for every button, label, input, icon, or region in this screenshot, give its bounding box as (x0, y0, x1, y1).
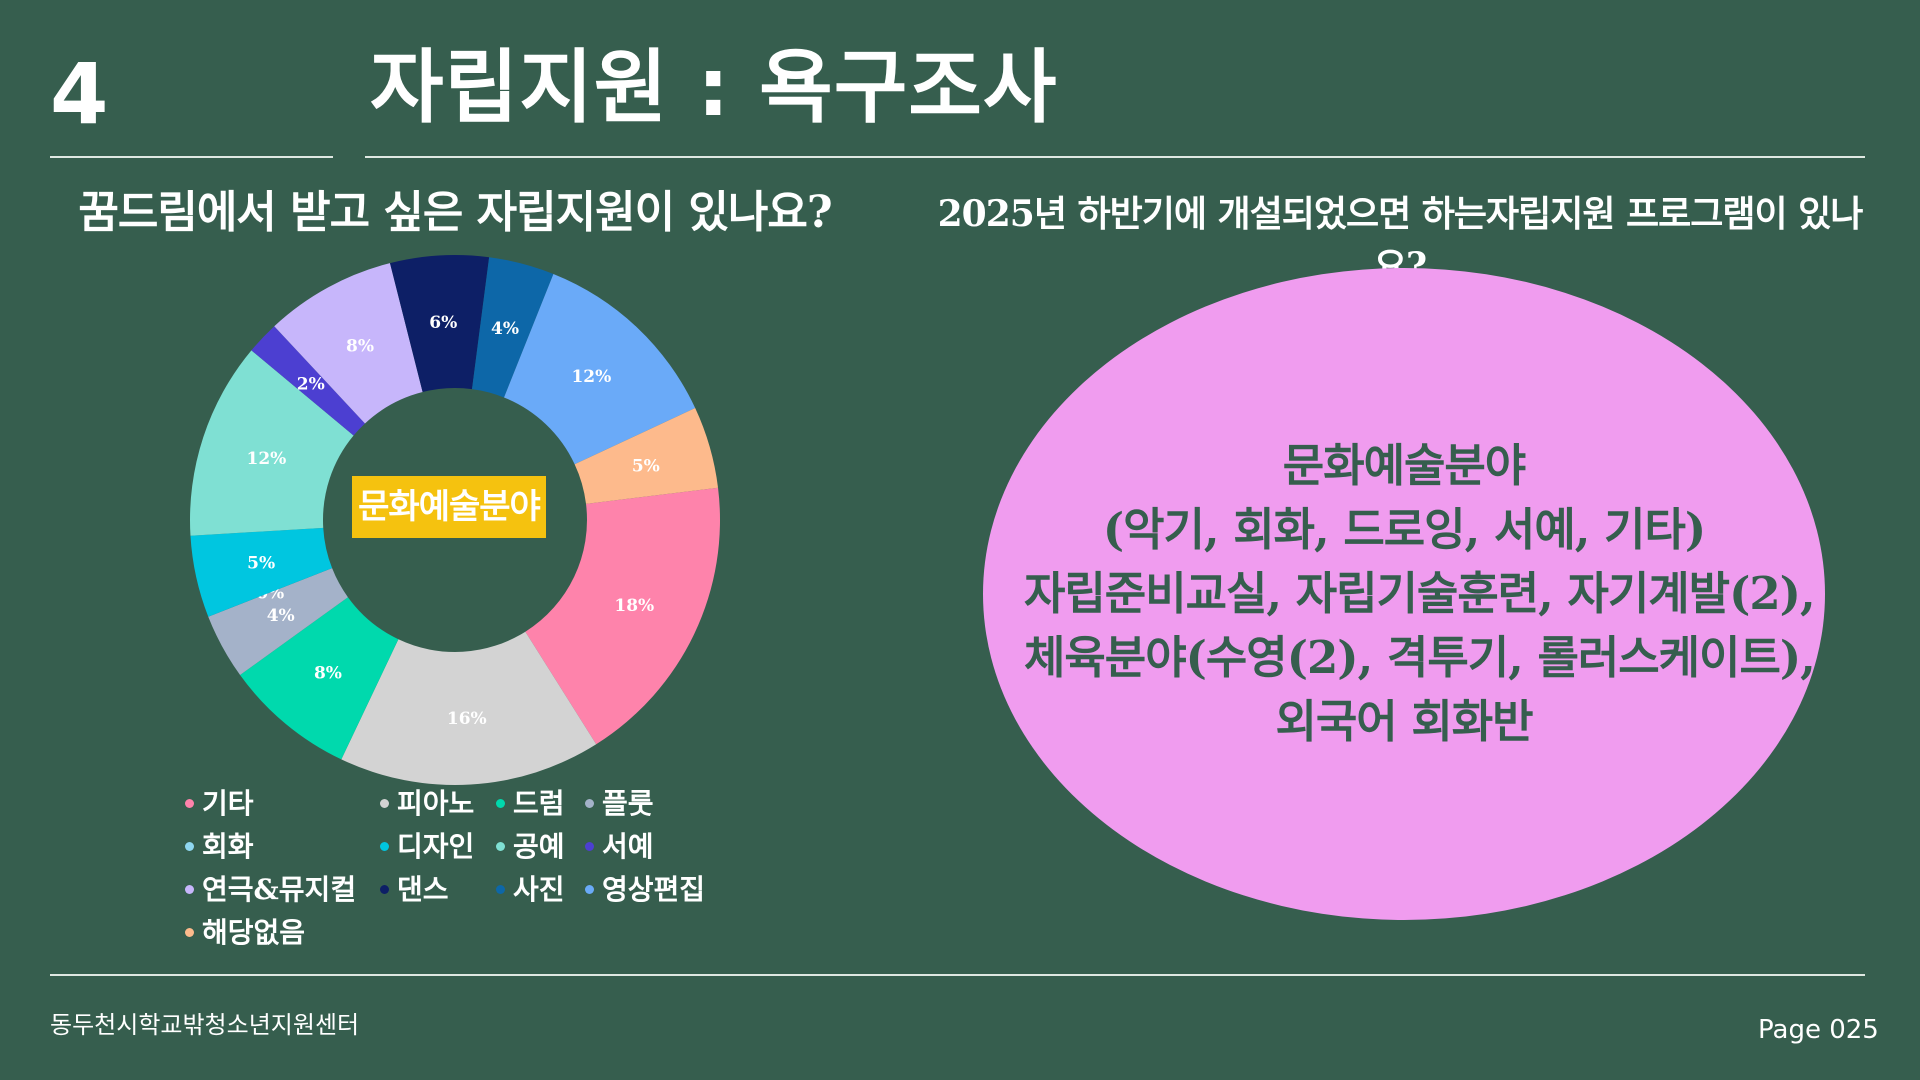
legend-item: 플룻 (585, 786, 654, 822)
legend-item: 드럼 (496, 786, 565, 822)
donut-data-label-3: 4% (267, 606, 295, 626)
donut-data-label-5: 5% (247, 554, 275, 574)
legend-marker-icon (496, 885, 505, 894)
donut-data-label-0: 18% (614, 596, 654, 616)
answer-line: 자립준비교실, 자립기술훈련, 자기계발(2), (1024, 567, 1816, 620)
legend-label: 공예 (513, 830, 565, 863)
footer-organization: 동두천시학교밖청소년지원센터 (50, 1011, 360, 1039)
left-question: 꿈드림에서 받고 싶은 자립지원이 있나요? (78, 187, 832, 238)
legend-label: 해당없음 (202, 916, 306, 949)
legend-item: 공예 (496, 829, 565, 865)
legend-item: 영상편집 (585, 872, 705, 908)
legend-item: 해당없음 (185, 915, 305, 951)
legend-label: 영상편집 (602, 873, 706, 906)
answer-line: 체육분야(수영(2), 격투기, 롤러스케이트), (1024, 631, 1816, 684)
legend-marker-icon (380, 885, 389, 894)
legend-marker-icon (585, 885, 594, 894)
donut-data-label-6: 12% (247, 449, 287, 469)
legend-marker-icon (380, 799, 389, 808)
legend-marker-icon (585, 842, 594, 851)
donut-slice-7 (251, 326, 365, 436)
legend-item: 디자인 (380, 829, 474, 865)
legend-item: 피아노 (380, 786, 474, 822)
legend-label: 드럼 (513, 787, 565, 820)
right-question: 2025년 하반기에 개설되었으면 하는자립지원 프로그램이 있나요? (937, 193, 1864, 287)
donut-data-label-7: 2% (297, 375, 325, 395)
header-divider-right (365, 156, 1865, 158)
donut-slice-11 (504, 273, 696, 465)
donut-slice-3 (208, 568, 348, 676)
donut-slice-2 (240, 597, 399, 760)
donut-data-label-11: 12% (571, 367, 611, 387)
donut-slice-10 (472, 257, 554, 398)
legend-marker-icon (380, 842, 389, 851)
donut-slice-0 (525, 487, 720, 745)
donut-data-label-9: 6% (429, 313, 457, 333)
legend-label: 디자인 (397, 830, 475, 863)
answer-line: 문화예술분야 (1282, 439, 1526, 492)
legend-label: 사진 (513, 873, 565, 906)
donut-center-label: 문화예술분야 (352, 476, 546, 538)
legend-marker-icon (185, 885, 194, 894)
donut-slice-5 (190, 527, 333, 617)
page-title: 자립지원 : 욕구조사 (370, 41, 1058, 134)
answer-ellipse: 문화예술분야 (악기, 회화, 드로잉, 서예, 기타) 자립준비교실, 자립기… (983, 268, 1825, 920)
donut-chart: 18%16%8%4%0%5%12%2%8%6% 4%12%5% (190, 255, 720, 785)
page-number: Page 025 (1758, 1015, 1879, 1045)
legend-label: 플룻 (602, 787, 654, 820)
legend-label: 연극&뮤지컬 (202, 873, 357, 906)
legend-marker-icon (185, 842, 194, 851)
answer-line: (악기, 회화, 드로잉, 서예, 기타) (1102, 503, 1706, 556)
legend-item: 댄스 (380, 872, 449, 908)
donut-data-label-12: 5% (632, 456, 660, 476)
legend-marker-icon (496, 842, 505, 851)
legend-item: 사진 (496, 872, 565, 908)
header-divider-left (50, 156, 333, 158)
legend-marker-icon (185, 928, 194, 937)
donut-slice-8 (274, 263, 423, 424)
legend-item: 회화 (185, 829, 254, 865)
donut-slice-6 (190, 350, 354, 536)
answer-line: 외국어 회화반 (1275, 695, 1533, 748)
donut-slice-9 (389, 255, 490, 393)
section-number: 4 (50, 45, 109, 143)
legend-marker-icon (185, 799, 194, 808)
donut-data-label-1: 16% (447, 709, 487, 729)
legend-item: 연극&뮤지컬 (185, 872, 356, 908)
legend-label: 회화 (202, 830, 254, 863)
legend-label: 서예 (602, 830, 654, 863)
answer-text: 문화예술분야 (악기, 회화, 드로잉, 서예, 기타) 자립준비교실, 자립기… (1024, 434, 1816, 754)
donut-data-label-10: 4% (491, 319, 519, 339)
legend-item: 서예 (585, 829, 654, 865)
donut-data-label-2: 8% (314, 664, 342, 684)
donut-slice-1 (341, 631, 597, 785)
legend-label: 기타 (202, 787, 254, 820)
donut-data-label-8: 8% (346, 337, 374, 357)
legend-marker-icon (496, 799, 505, 808)
donut-slice-12 (574, 408, 719, 504)
legend-item: 기타 (185, 786, 254, 822)
legend-marker-icon (585, 799, 594, 808)
footer-divider (50, 974, 1865, 976)
legend-label: 댄스 (397, 873, 449, 906)
legend-label: 피아노 (397, 787, 475, 820)
